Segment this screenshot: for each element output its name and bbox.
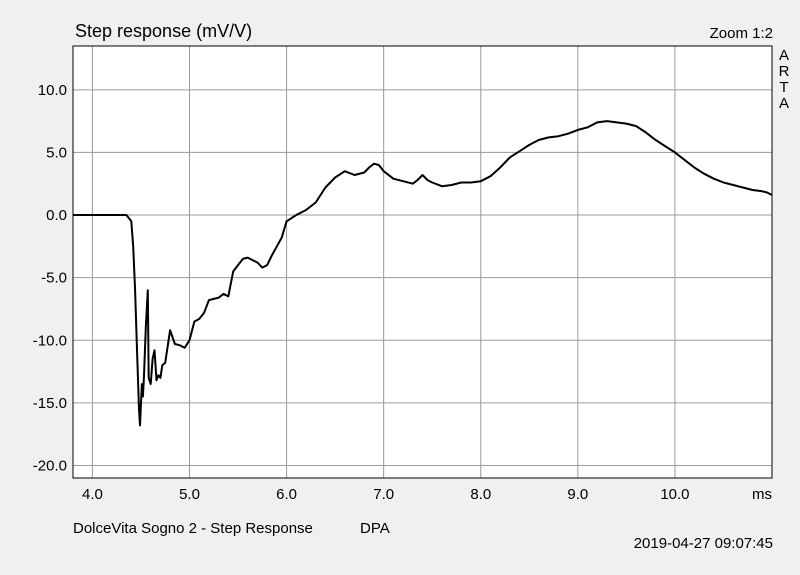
x-tick-label: 7.0 xyxy=(373,486,394,503)
y-tick-label: -20.0 xyxy=(33,457,67,474)
x-tick-label: 10.0 xyxy=(660,486,689,503)
arta-side-label: A R T A xyxy=(777,48,791,112)
arta-letter: T xyxy=(779,79,789,96)
y-tick-label: -10.0 xyxy=(33,332,67,349)
y-tick-label: -5.0 xyxy=(41,270,67,287)
x-tick-label: 8.0 xyxy=(470,486,491,503)
zoom-indicator[interactable]: Zoom 1:2 xyxy=(709,25,773,42)
plot-area xyxy=(73,46,772,478)
measurement-name: DolceVita Sogno 2 - Step Response xyxy=(73,520,313,537)
plot-frame xyxy=(72,45,773,479)
x-tick-label: 9.0 xyxy=(567,486,588,503)
y-tick-label: -15.0 xyxy=(33,395,67,412)
y-tick-label: 10.0 xyxy=(38,82,67,99)
chart-title: Step response (mV/V) xyxy=(75,21,253,41)
x-axis-unit-label: ms xyxy=(752,486,772,503)
measurement-timestamp: 2019-04-27 09:07:45 xyxy=(633,535,773,552)
measurement-tag: DPA xyxy=(360,520,390,537)
y-tick-label: 5.0 xyxy=(46,144,67,161)
arta-letter: A xyxy=(778,47,789,64)
arta-letter: R xyxy=(778,63,790,80)
y-tick-label: 0.0 xyxy=(46,207,67,224)
x-tick-label: 6.0 xyxy=(276,486,297,503)
step-response-line xyxy=(73,120,773,427)
x-tick-label: 5.0 xyxy=(179,486,200,503)
arta-letter: A xyxy=(778,95,789,112)
x-tick-label: 4.0 xyxy=(82,486,103,503)
